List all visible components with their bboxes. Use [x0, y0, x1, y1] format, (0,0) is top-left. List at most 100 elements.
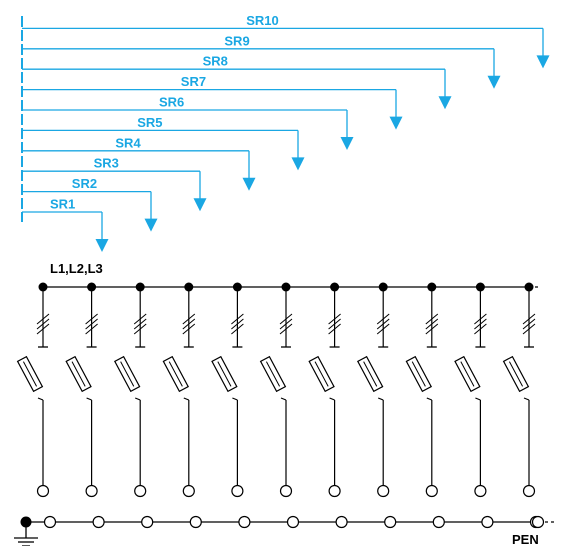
fuse-symbol-icon [356, 355, 384, 393]
fuse-body [65, 355, 92, 393]
fuse-body [162, 355, 190, 393]
range-sr6: SR6 [22, 95, 354, 150]
terminal-node [36, 484, 50, 498]
phase-tick [376, 323, 390, 335]
phase-tick [376, 313, 390, 325]
range-arrow-icon [389, 116, 403, 130]
phase-tick [85, 313, 98, 325]
range-label: SR6 [159, 95, 184, 110]
phase-tick [474, 323, 487, 335]
feeder [405, 282, 445, 529]
range-arrow-icon [291, 157, 305, 171]
pen-terminal-node [43, 515, 57, 529]
feeder [454, 282, 494, 529]
pen-label: PEN [512, 532, 539, 546]
phase-tick [474, 318, 487, 330]
earth-ground-icon [14, 516, 38, 546]
fuse-symbol-icon [16, 355, 44, 393]
phase-tick [133, 313, 147, 325]
range-sr9: SR9 [22, 33, 501, 89]
three-phase-tick-icon [36, 313, 50, 335]
pen-terminal-node [384, 515, 397, 529]
fuse-element [363, 361, 378, 387]
circuit-group [14, 282, 556, 546]
fuse-element [508, 361, 524, 387]
phase-tick [36, 318, 50, 330]
phase-tick [133, 318, 147, 330]
fuse-body [405, 355, 433, 393]
fuse-body [16, 355, 44, 393]
fuse-link [134, 397, 141, 401]
terminal-node [377, 484, 390, 498]
fuse-link [377, 397, 384, 401]
range-label: SR4 [115, 135, 141, 150]
fuse-element [265, 361, 281, 387]
three-phase-tick-icon [328, 313, 341, 335]
fuse-link [523, 397, 530, 401]
three-phase-tick-icon [425, 313, 439, 335]
three-phase-tick-icon [376, 313, 390, 335]
phase-tick [279, 318, 293, 330]
fuse-symbol-icon [113, 355, 141, 393]
phase-tick [328, 318, 341, 330]
three-phase-tick-icon [85, 313, 98, 335]
range-sr2: SR2 [22, 176, 158, 232]
terminal-node [328, 484, 341, 498]
range-label: SR10 [246, 13, 279, 28]
terminal-node [522, 484, 536, 498]
range-sr8: SR8 [22, 54, 452, 110]
fuse-link [37, 397, 44, 401]
phase-tick [425, 313, 439, 325]
range-label: SR9 [224, 33, 249, 48]
range-arrow-icon [536, 55, 550, 69]
range-arrow-icon [95, 239, 109, 252]
phase-tick [328, 313, 341, 325]
feeder [502, 282, 543, 529]
fuse-symbol-icon [162, 355, 190, 393]
pen-terminal-node [141, 515, 154, 529]
range-arrow-icon [438, 96, 452, 110]
three-phase-tick-icon [231, 313, 244, 335]
range-arrow-icon [242, 177, 256, 191]
phase-tick [425, 323, 439, 335]
three-phase-tick-icon [133, 313, 147, 335]
fuse-body [211, 355, 238, 393]
pen-terminal-node [189, 515, 202, 529]
fuse-element [22, 361, 38, 387]
phase-tick [522, 323, 536, 335]
phase-tick [36, 313, 50, 325]
range-arrow-icon [340, 137, 354, 150]
phase-tick [231, 318, 244, 330]
fuse-body [113, 355, 141, 393]
phase-label: L1,L2,L3 [50, 261, 103, 276]
range-label: SR7 [181, 74, 206, 89]
fuse-body [502, 355, 530, 393]
fuse-body [259, 355, 287, 393]
phase-tick [231, 313, 244, 325]
fuse-body [308, 355, 335, 393]
fuse-symbol-icon [259, 355, 287, 393]
terminal-node [425, 484, 438, 498]
fuse-body [356, 355, 384, 393]
phase-tick [279, 313, 293, 325]
range-sr4: SR4 [22, 135, 256, 191]
terminal-node [85, 484, 98, 498]
terminal-node [231, 484, 244, 498]
phase-tick [376, 318, 390, 330]
range-label: SR1 [50, 197, 75, 212]
terminal-node [474, 484, 487, 498]
phase-tick [522, 318, 536, 330]
fuse-symbol-icon [65, 355, 92, 393]
phase-tick [522, 313, 536, 325]
range-label: SR3 [94, 156, 119, 171]
fuse-symbol-icon [211, 355, 238, 393]
fuse-symbol-icon [502, 355, 530, 393]
feeder [356, 282, 397, 529]
fuse-symbol-icon [308, 355, 335, 393]
fuse-link [329, 397, 335, 401]
phase-tick [231, 323, 244, 335]
phase-tick [182, 313, 196, 325]
three-phase-tick-icon [474, 313, 487, 335]
range-sr5: SR5 [22, 115, 305, 171]
range-label: SR8 [203, 54, 228, 69]
